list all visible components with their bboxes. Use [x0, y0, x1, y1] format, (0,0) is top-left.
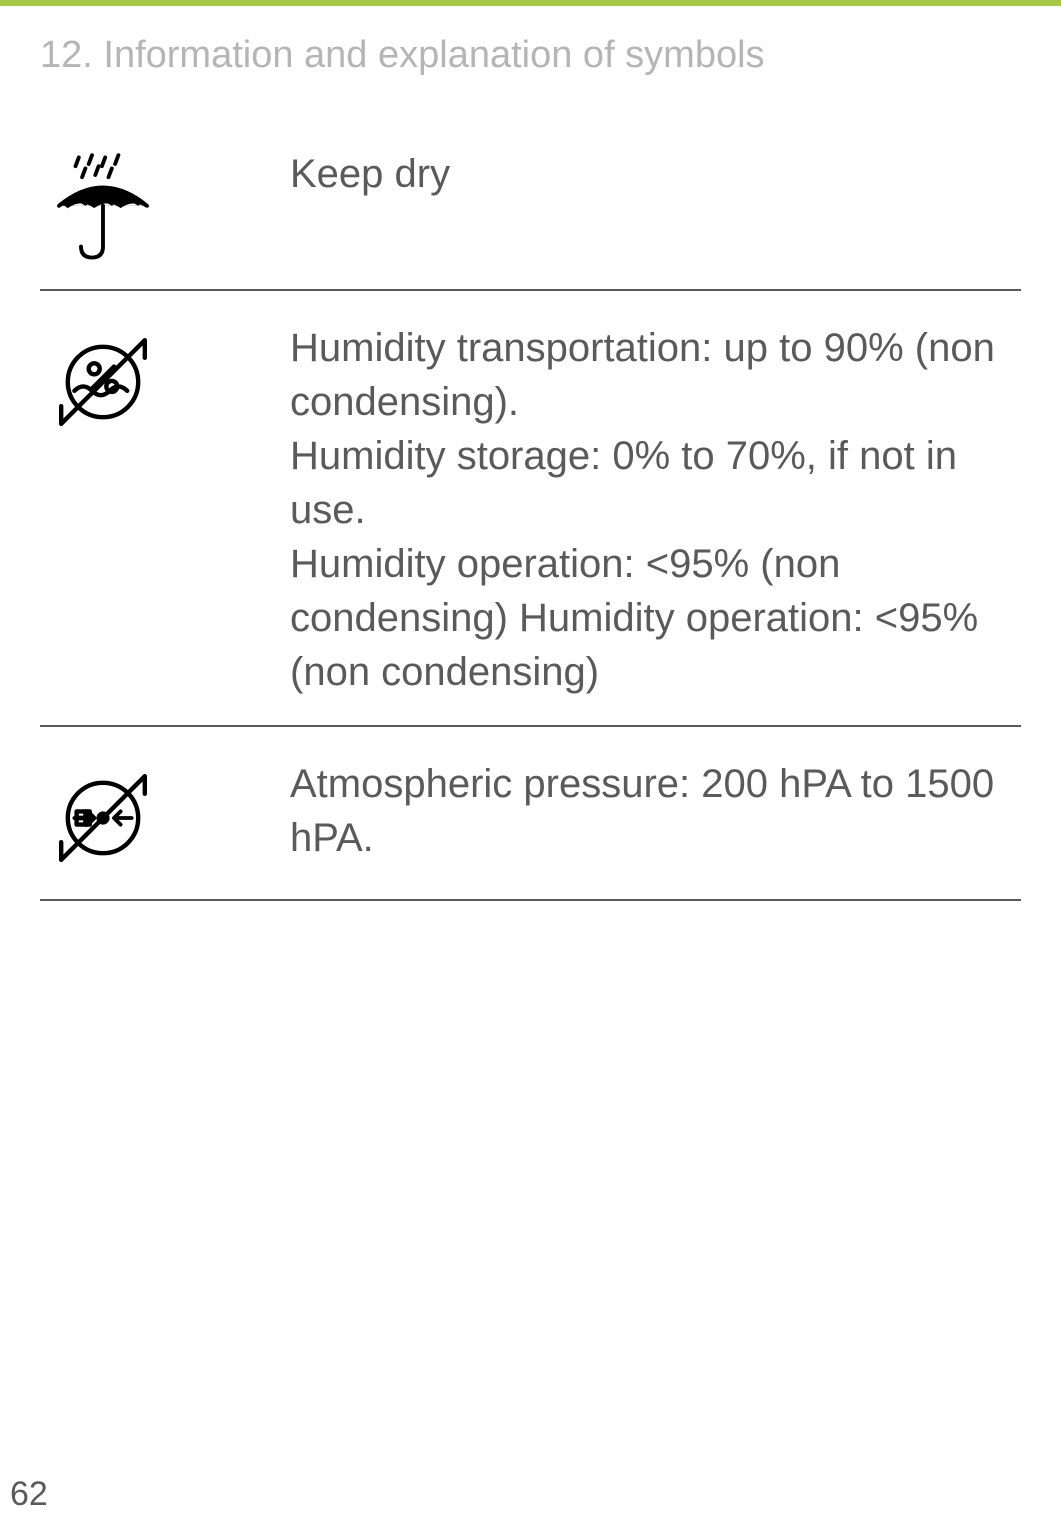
keep-dry-icon: [48, 153, 158, 263]
pressure-icon: [48, 763, 158, 873]
icon-cell: [40, 321, 290, 437]
icon-cell: [40, 147, 290, 263]
humidity-icon: [48, 327, 158, 437]
page-content: 12. Information and explanation of symbo…: [0, 6, 1061, 901]
table-row: Keep dry: [40, 147, 1021, 291]
symbol-table: Keep dry: [40, 147, 1021, 901]
section-heading: 12. Information and explanation of symbo…: [40, 34, 1021, 77]
table-row: Atmospheric pressure: 200 hPA to 1500 hP…: [40, 727, 1021, 901]
symbol-description: Humidity transportation: up to 90% (non …: [290, 321, 1021, 699]
symbol-description: Atmospheric pressure: 200 hPA to 1500 hP…: [290, 757, 1021, 865]
page-number: 62: [10, 1475, 48, 1514]
symbol-description: Keep dry: [290, 147, 1021, 201]
table-row: Humidity transportation: up to 90% (non …: [40, 291, 1021, 727]
icon-cell: [40, 757, 290, 873]
